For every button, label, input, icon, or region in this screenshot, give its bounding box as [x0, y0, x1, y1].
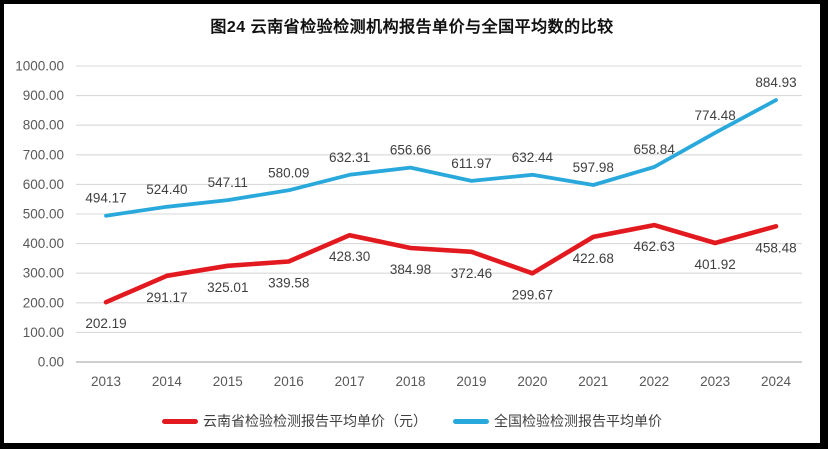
series-1-data-labels: 494.17 524.40 547.11 580.09 632.31 656.66 611.…	[85, 75, 796, 206]
yunnan-line-swatch-icon	[162, 418, 198, 424]
chart-legend: 云南省检验检测报告平均单价（元） 全国检验检测报告平均单价	[4, 411, 820, 431]
y-tick-label: 200.00	[23, 295, 64, 310]
legend-item-yunnan: 云南省检验检测报告平均单价（元）	[162, 411, 427, 431]
x-tick-label: 2022	[639, 374, 669, 389]
y-tick-label: 600.00	[23, 177, 64, 192]
line-chart: 0.00 100.00 200.00 300.00 400.00 500.00 600.00…	[15, 59, 802, 389]
x-tick-label: 2024	[761, 374, 792, 389]
data-label: 462.63	[634, 239, 675, 254]
data-label: 774.48	[694, 108, 735, 123]
series-0-data-labels: 202.19 291.17 325.01 339.58 428.30 384.98 372.…	[85, 239, 796, 331]
x-tick-label: 2018	[396, 374, 426, 389]
data-label: 884.93	[755, 75, 796, 90]
data-label: 494.17	[85, 191, 126, 206]
x-tick-label: 2013	[91, 374, 121, 389]
x-tick-label: 2016	[274, 374, 304, 389]
data-label: 299.67	[512, 287, 553, 302]
data-label: 656.66	[390, 143, 431, 158]
y-tick-label: 1000.00	[15, 59, 64, 74]
data-label: 401.92	[694, 257, 735, 272]
x-axis-tick-labels: 2013 2014 2015 2016 2017 2018 2019 2020 2021 2022…	[91, 374, 792, 389]
data-label: 611.97	[451, 156, 491, 171]
data-label: 524.40	[146, 182, 187, 197]
legend-label-yunnan: 云南省检验检测报告平均单价（元）	[203, 413, 427, 429]
x-tick-label: 2023	[700, 374, 730, 389]
y-axis-tick-labels: 0.00 100.00 200.00 300.00 400.00 500.00 600.00…	[15, 59, 64, 370]
series-line-0	[103, 222, 779, 305]
y-tick-label: 700.00	[23, 147, 64, 162]
x-tick-label: 2019	[456, 374, 486, 389]
x-tick-label: 2017	[335, 374, 365, 389]
data-label: 547.11	[208, 175, 248, 190]
data-label: 339.58	[268, 275, 309, 290]
data-label: 325.01	[207, 280, 248, 295]
y-tick-label: 0.00	[38, 355, 64, 370]
data-label: 632.44	[512, 150, 554, 165]
data-label: 372.46	[451, 266, 492, 281]
chart-title: 图24 云南省检验检测机构报告单价与全国平均数的比较	[210, 19, 614, 36]
data-label: 658.84	[634, 142, 676, 157]
x-tick-label: 2015	[213, 374, 243, 389]
data-label: 202.19	[85, 316, 126, 331]
legend-item-national: 全国检验检测报告平均单价	[453, 411, 662, 431]
data-label: 291.17	[146, 290, 187, 305]
national-line-swatch-icon	[453, 418, 489, 424]
data-label: 632.31	[329, 150, 370, 165]
y-tick-label: 900.00	[23, 88, 64, 103]
data-label: 422.68	[573, 251, 614, 266]
gridlines	[76, 65, 802, 363]
data-label: 428.30	[329, 249, 370, 264]
y-tick-label: 300.00	[23, 266, 64, 281]
data-label: 580.09	[268, 165, 309, 180]
y-tick-label: 800.00	[23, 118, 64, 133]
y-tick-label: 500.00	[23, 207, 64, 222]
x-tick-label: 2021	[578, 374, 608, 389]
data-label: 597.98	[573, 160, 614, 175]
data-label: 384.98	[390, 262, 431, 277]
legend-label-national: 全国检验检测报告平均单价	[494, 413, 662, 429]
x-tick-label: 2014	[152, 374, 183, 389]
y-tick-label: 400.00	[23, 236, 64, 251]
x-tick-label: 2020	[517, 374, 547, 389]
data-label: 458.48	[755, 240, 796, 255]
y-tick-label: 100.00	[23, 325, 64, 340]
series-line-1	[104, 98, 778, 218]
